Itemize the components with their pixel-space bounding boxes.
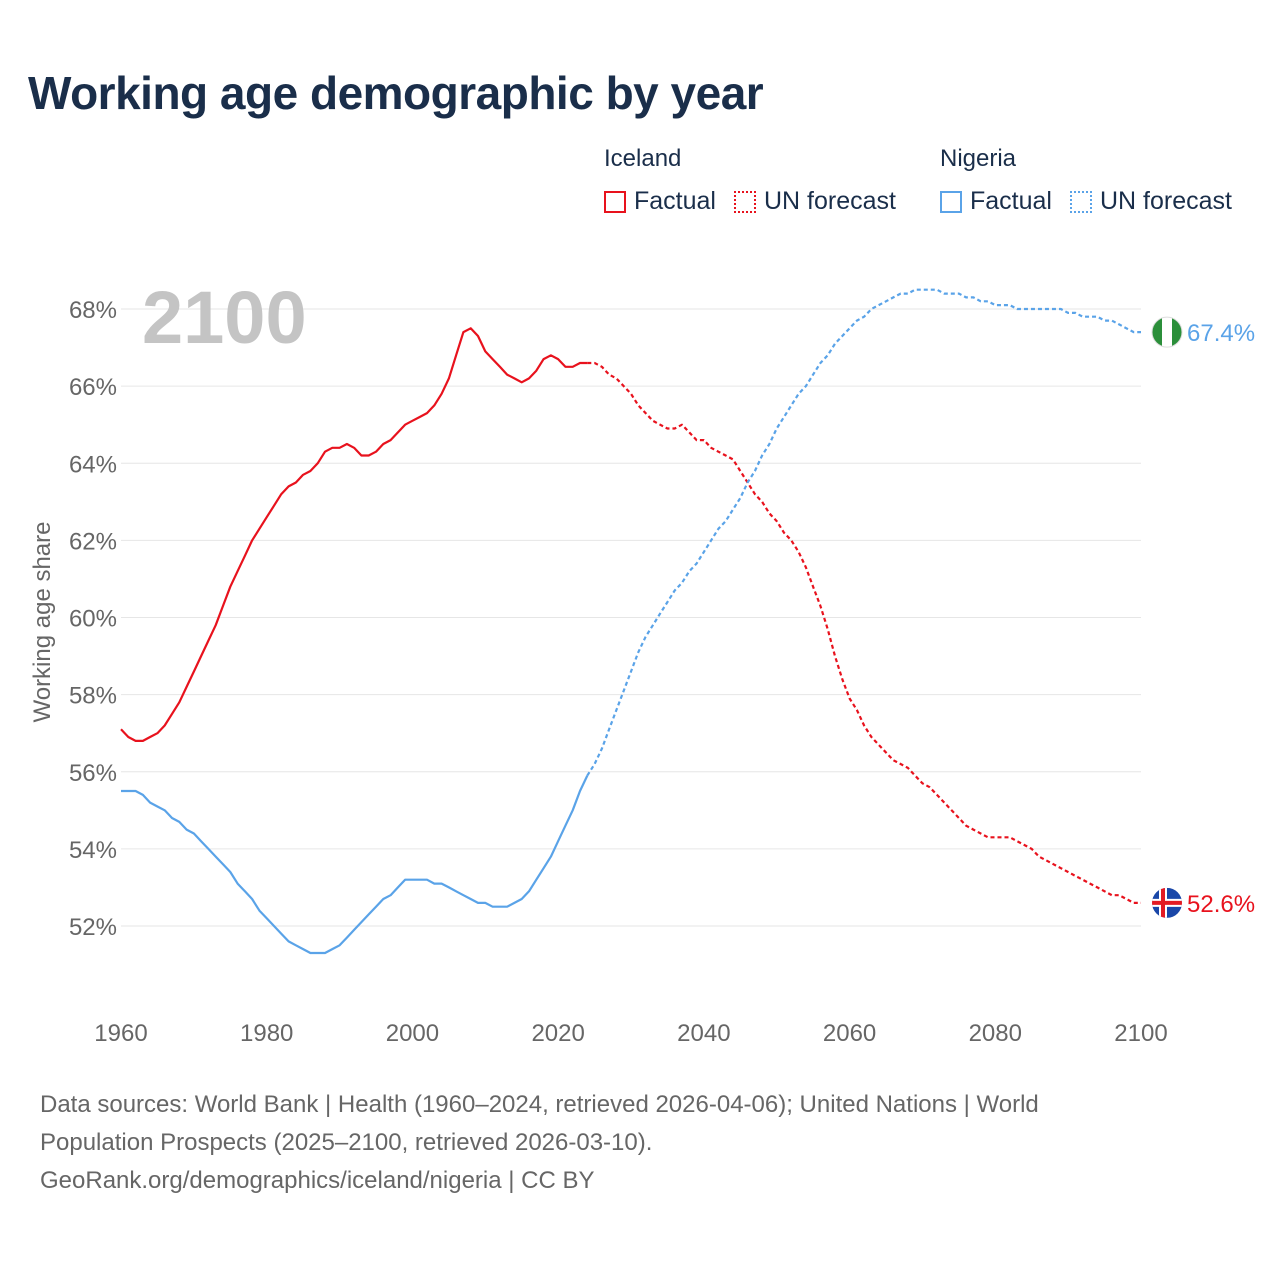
y-tick-label: 58%	[69, 683, 117, 710]
y-axis-ticks: 52% 54% 56% 58% 60% 62% 64% 66% 68%	[69, 297, 117, 941]
series-lines	[120, 288, 1141, 955]
credit-line: GeoRank.org/demographics/iceland/nigeria…	[40, 1167, 595, 1194]
chart-title: Working age demographic by year	[28, 67, 764, 119]
series-line-iceland-forecast	[587, 361, 1141, 904]
nigeria-end-label: 67.4%	[1187, 320, 1255, 347]
legend-nigeria-title: Nigeria	[940, 145, 1017, 172]
legend-label: UN forecast	[763, 187, 896, 215]
y-tick-label: 60%	[69, 606, 117, 633]
x-tick-label: 2040	[677, 1020, 730, 1047]
series-line-nigeria-factual	[121, 775, 589, 955]
x-tick-label: 2100	[1114, 1020, 1167, 1047]
y-tick-label: 54%	[69, 837, 117, 864]
x-tick-label: 2060	[823, 1020, 876, 1047]
legend-iceland-title: Iceland	[604, 145, 682, 172]
x-axis-ticks: 1960 1980 2000 2020 2040 2060 2080 2100	[94, 1020, 1167, 1047]
gridlines	[121, 308, 1141, 927]
y-tick-label: 68%	[69, 297, 117, 324]
footer: Data sources: World Bank | Health (1960–…	[40, 1086, 1220, 1200]
legend-iceland-forecast[interactable]: UN forecast	[733, 187, 896, 216]
y-tick-label: 62%	[69, 528, 117, 555]
iceland-flag-icon[interactable]	[1152, 887, 1182, 918]
y-tick-label: 56%	[69, 760, 117, 787]
legend-iceland: Iceland Factual UN forecast	[604, 145, 914, 216]
year-overlay: 2100	[142, 276, 307, 359]
data-sources-line-2: Population Prospects (2025–2100, retriev…	[40, 1129, 653, 1156]
legend-label: Factual	[970, 187, 1052, 215]
data-sources-line-1: Data sources: World Bank | Health (1960–…	[40, 1091, 1039, 1118]
y-tick-label: 64%	[69, 451, 117, 478]
series-line-nigeria-forecast	[586, 288, 1141, 777]
y-tick-label: 52%	[69, 914, 117, 941]
x-tick-label: 2020	[531, 1020, 584, 1047]
line-chart: 2100 52% 54% 56% 58% 60% 62% 64% 66% 68% 1960 198…	[29, 276, 1255, 1047]
legend-swatch-solid	[940, 190, 962, 213]
legend-swatch-solid	[604, 190, 626, 213]
legend-swatch-dotted	[733, 190, 756, 213]
x-tick-label: 2080	[969, 1020, 1022, 1047]
legend-swatch-dotted	[1069, 190, 1092, 213]
legend-nigeria: Nigeria Factual UN forecast	[940, 145, 1250, 216]
nigeria-flag-icon[interactable]	[1151, 316, 1183, 348]
x-tick-label: 2000	[386, 1020, 439, 1047]
iceland-end-label: 52.6%	[1187, 891, 1255, 918]
legend-iceland-factual[interactable]: Factual	[604, 187, 716, 216]
x-tick-label: 1960	[94, 1020, 147, 1047]
legend-nigeria-factual[interactable]: Factual	[940, 187, 1052, 216]
legend-label: UN forecast	[1099, 187, 1232, 215]
y-tick-label: 66%	[69, 374, 117, 401]
legend-nigeria-forecast[interactable]: UN forecast	[1069, 187, 1232, 216]
series-line-iceland-factual	[120, 327, 588, 742]
legend-label: Factual	[634, 187, 716, 215]
x-tick-label: 1980	[240, 1020, 293, 1047]
y-axis-label: Working age share	[29, 522, 56, 723]
